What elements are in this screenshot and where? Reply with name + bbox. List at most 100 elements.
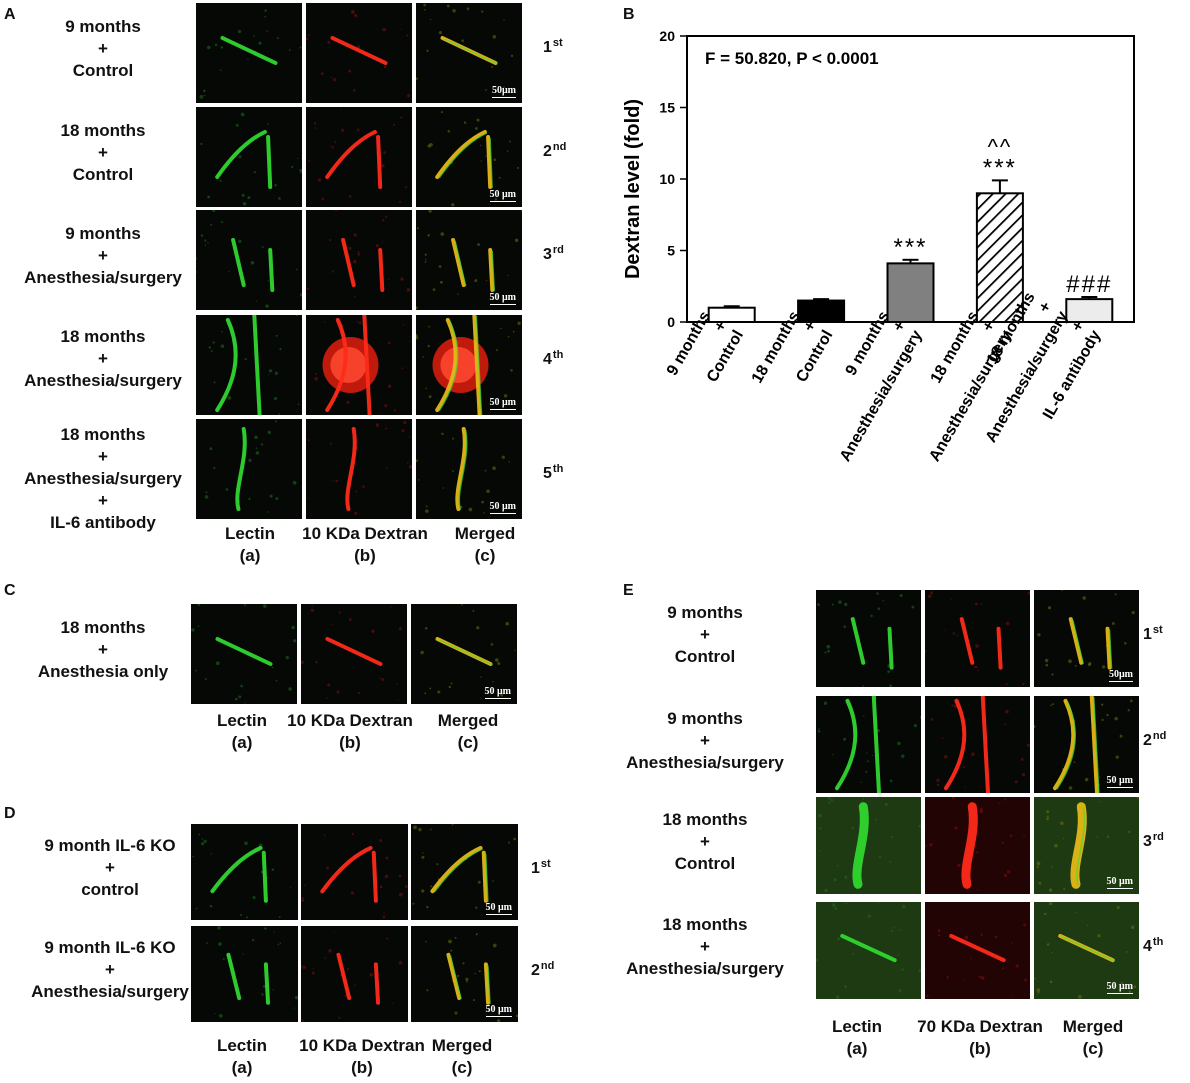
row-label-line: Anesthesia/surgery — [24, 469, 182, 488]
significance-marker: ### — [1066, 271, 1112, 298]
panel-a-caption-1: Lectin (a) — [224, 524, 276, 565]
panel-a-row2-dextran-image — [306, 107, 412, 207]
f-statistic-annotation: F = 50.820, P < 0.0001 — [705, 49, 879, 68]
row-label-line: Anesthesia/surgery — [24, 371, 182, 390]
panel-d-row1-label: 9 month IL-6 KO + control — [0, 835, 230, 901]
scale-bar: 50 μm — [489, 292, 517, 305]
panel-a-row4-label: 18 months + Anesthesia/surgery — [0, 326, 223, 392]
panel-a-row3-ordinal: 3rd — [543, 244, 564, 263]
panel-a-row1-lectin-image — [196, 3, 302, 103]
scale-bar-label: 50 μm — [484, 686, 512, 697]
x-category-label-line: Control — [793, 328, 836, 386]
panel-a-row1-dextran-image — [306, 3, 412, 103]
row-label-line: control — [81, 880, 139, 899]
panel-e-row1-ordinal: 1st — [1143, 624, 1163, 643]
panel-e-row4-dextran-image — [925, 902, 1030, 999]
panel-d-row2-dextran-image — [301, 926, 408, 1022]
row-label-line: 9 months — [65, 224, 141, 243]
significance-marker: *** — [983, 154, 1017, 181]
scale-bar-label: 50 μm — [1106, 775, 1134, 786]
panel-c-caption-3: Merged (c) — [437, 711, 499, 752]
significance-marker-aged: ^^ — [988, 134, 1013, 159]
y-axis-label: Dextran level (fold) — [622, 99, 644, 279]
row-label-line: + — [98, 491, 108, 510]
panel-e-row4-label: 18 months + Anesthesia/surgery — [585, 914, 825, 980]
panel-e-row1-merged-image: 50μm — [1034, 590, 1139, 687]
panel-e-row3-label: 18 months + Control — [585, 809, 825, 875]
row-label-line: + — [98, 143, 108, 162]
row-label-line: + — [700, 730, 710, 750]
y-tick-label: 5 — [667, 243, 675, 259]
row-label-line: Control — [674, 646, 736, 666]
row-label-line: Anesthesia only — [37, 662, 169, 681]
panel-c-row1-label: 18 months + Anesthesia only — [0, 617, 223, 683]
row-label-line: + — [105, 858, 115, 877]
scale-bar-label: 50 μm — [485, 902, 513, 913]
panel-d-row1-ordinal: 1st — [531, 858, 551, 877]
row-label-line: 18 months — [60, 618, 146, 637]
x-category-label-line: + — [1036, 299, 1055, 316]
row-label-line: 9 month IL-6 KO — [44, 938, 176, 957]
panel-a-row5-merged-image: 50 μm — [416, 419, 522, 519]
panel-a-row4-lectin-image — [196, 315, 302, 415]
panel-d-row2-label: 9 month IL-6 KO + Anesthesia/surgery — [0, 937, 230, 1003]
row-label-line: 18 months — [60, 327, 146, 346]
scale-bar: 50 μm — [489, 397, 517, 410]
panel-d-caption-3: Merged (c) — [431, 1036, 493, 1077]
panel-label-d: D — [4, 805, 16, 822]
bar — [886, 262, 935, 323]
panel-a-row1-label: 9 months + Control — [0, 16, 223, 82]
row-label-line: 9 months — [667, 708, 743, 728]
panel-label-e: E — [623, 582, 634, 599]
scale-bar: 50 μm — [485, 1004, 512, 1017]
scale-bar: 50μm — [492, 85, 516, 98]
scale-bar: 50 μm — [489, 189, 516, 202]
panel-a-row4-dextran-image — [306, 315, 412, 415]
panel-e-row4-lectin-image — [816, 902, 921, 999]
panel-e-caption-3: Merged (c) — [1062, 1017, 1124, 1058]
panel-e-row3-merged-image: 50 μm — [1034, 797, 1139, 894]
scale-bar-label: 50μm — [492, 85, 516, 96]
x-category-label-line: 9 months — [843, 308, 893, 378]
significance-marker: *** — [893, 234, 927, 261]
panel-d-caption-2: 10 KDa Dextran (b) — [299, 1036, 425, 1077]
panel-e-row1-lectin-image — [816, 590, 921, 687]
y-tick-label: 20 — [659, 28, 675, 44]
row-label-line: Anesthesia/surgery — [31, 982, 189, 1001]
panel-c-caption-2: 10 KDa Dextran (b) — [287, 711, 413, 752]
panel-e-row4-ordinal: 4th — [1143, 936, 1164, 955]
panel-a-row2-lectin-image — [196, 107, 302, 207]
scale-bar-label: 50 μm — [1106, 876, 1134, 887]
scale-bar: 50 μm — [1106, 775, 1134, 788]
panel-c-caption-1: Lectin (a) — [216, 711, 268, 752]
row-label-line: Anesthesia/surgery — [626, 752, 784, 772]
panel-e-caption-1: Lectin (a) — [831, 1017, 883, 1058]
scale-bar: 50μm — [1109, 669, 1133, 682]
panel-c-row1-lectin-image — [191, 604, 297, 704]
panel-d-row1-merged-image: 50 μm — [411, 824, 518, 920]
scale-bar-label: 50 μm — [489, 292, 517, 303]
panel-e-row1-label: 9 months + Control — [585, 602, 825, 668]
row-label-line: + — [700, 624, 710, 644]
row-label-line: 9 month IL-6 KO — [44, 836, 176, 855]
scale-bar-label: 50 μm — [489, 397, 517, 408]
scale-bar: 50 μm — [1106, 876, 1134, 889]
panel-e-row2-dextran-image — [925, 696, 1030, 793]
panel-e-row3-lectin-image — [816, 797, 921, 894]
panel-e-row1-dextran-image — [925, 590, 1030, 687]
row-label-line: Control — [72, 165, 134, 184]
panel-a-row3-merged-image: 50 μm — [416, 210, 522, 310]
panel-a-caption-3: Merged (c) — [454, 524, 516, 565]
scale-bar-label: 50μm — [1109, 669, 1133, 680]
panel-a-row2-merged-image: 50 μm — [416, 107, 522, 207]
panel-a-row1-ordinal: 1st — [543, 37, 563, 56]
panel-label-c: C — [4, 582, 16, 599]
row-label-line: 18 months — [662, 809, 748, 829]
dextran-bar-chart: 0 5 10 15 20 Dextran level (fold) F = 50.820, … — [622, 28, 1135, 465]
panel-d-caption-1: Lectin (a) — [216, 1036, 268, 1077]
row-label-line: + — [105, 960, 115, 979]
row-label-line: + — [700, 831, 710, 851]
panel-a-row3-lectin-image — [196, 210, 302, 310]
row-label-line: 18 months — [662, 914, 748, 934]
row-label-line: Anesthesia/surgery — [626, 958, 784, 978]
